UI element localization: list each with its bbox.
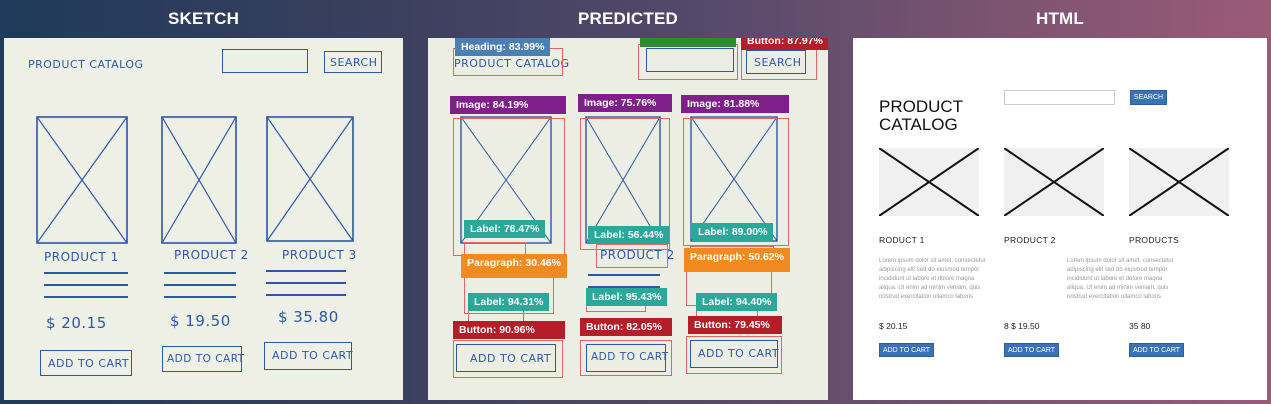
product-price: 8 $ 19.50	[1004, 321, 1040, 331]
detection-box	[686, 336, 782, 374]
pred-sketch-line	[588, 286, 660, 288]
detection-box	[580, 340, 672, 376]
sketch-search-button	[324, 51, 382, 73]
sketch-add-to-cart-button	[40, 350, 132, 376]
pred-sketch-search-button	[746, 50, 806, 74]
sketch-product-price: $ 35.80	[278, 308, 339, 326]
sketch-text-line	[44, 284, 128, 286]
sketch-image-placeholder	[161, 116, 237, 244]
product-image-placeholder	[1129, 148, 1229, 216]
product-description: Lorem ipsum dolor sit amet, consectetur …	[1067, 258, 1174, 300]
label-tag: Label: 76.47%	[464, 220, 546, 238]
input-tag	[640, 38, 736, 47]
sketch-product-name: PRODUCT 1	[44, 250, 119, 264]
sketch-add-to-cart-label: ADD TO CART	[167, 353, 245, 365]
detection-box	[638, 44, 738, 80]
sketch-product-price: $ 20.15	[46, 314, 107, 332]
html-output-panel: PRODUCT CATALOG SEARCH RODUCT 1 $ 20.15 …	[853, 38, 1267, 400]
sketch-text-line	[44, 296, 128, 298]
sketch-add-to-cart-button	[264, 342, 352, 370]
pred-sketch-search-label: SEARCH	[754, 56, 802, 69]
predicted-column-header: PREDICTED	[577, 9, 679, 28]
sketch-image-placeholder	[36, 116, 128, 244]
pred-sketch-search-input	[646, 48, 734, 72]
add-to-cart-button[interactable]: ADD TO CART	[1129, 343, 1184, 357]
sketch-product-name: PRODUCT 2	[174, 248, 249, 262]
add-to-cart-button[interactable]: ADD TO CART	[1004, 343, 1059, 357]
pred-sketch-button-label: ADD TO CART	[591, 351, 669, 363]
product-description: Lorem ipsum dolor sit amet, consectetur …	[879, 258, 986, 300]
image-tag: Image: 84.19%	[450, 96, 566, 114]
paragraph-tag: Paragraph: 50.62%	[684, 248, 790, 272]
detection-box	[683, 118, 789, 246]
add-to-cart-button[interactable]: ADD TO CART	[879, 343, 934, 357]
pred-sketch-title: PRODUCT CATALOG	[454, 57, 570, 70]
sketch-add-to-cart-label: ADD TO CART	[272, 349, 354, 362]
page-title: PRODUCT CATALOG	[879, 97, 963, 134]
pred-sketch-button-label: ADD TO CART	[470, 352, 552, 365]
product-price: $ 20.15	[879, 321, 908, 331]
detection-box	[453, 340, 563, 378]
sketch-image-placeholder	[266, 116, 354, 242]
product-image-placeholder	[879, 148, 979, 216]
product-image-placeholder	[1004, 148, 1104, 216]
button-tag: Button: 90.96%	[453, 321, 565, 339]
price-label-tag: Label: 95.43%	[586, 288, 668, 306]
search-button[interactable]: SEARCH	[1130, 90, 1167, 105]
sketch-search-input	[222, 49, 308, 73]
sketch-text-line	[266, 294, 346, 296]
pred-sketch-image	[690, 116, 778, 242]
product-name: PRODUCTS	[1129, 235, 1180, 245]
sketch-panel: PRODUCT CATALOG SEARCH PRODUCT 1 $ 20.15…	[4, 38, 403, 400]
detection-box	[580, 118, 670, 250]
sketch-text-line	[266, 282, 346, 284]
product-price: 35 80	[1129, 321, 1151, 331]
sketch-add-to-cart-label: ADD TO CART	[48, 357, 130, 370]
sketch-text-line	[164, 284, 236, 286]
button-tag: Button: 82.05%	[580, 318, 672, 336]
sketch-search-label: SEARCH	[330, 56, 378, 69]
button-tag-top: Button: 87.97%	[741, 38, 828, 50]
sketch-product-price: $ 19.50	[170, 312, 231, 330]
product-name: PRODUCT 2	[1004, 235, 1056, 245]
heading-tag: Heading: 83.99%	[455, 38, 551, 56]
pred-sketch-line	[588, 274, 660, 276]
sketch-text-line	[164, 272, 236, 274]
image-tag: Image: 81.88%	[681, 95, 789, 113]
sketch-product-name: PRODUCT 3	[282, 248, 357, 262]
paragraph-tag: Paragraph: 30.46%	[461, 254, 567, 278]
sketch-title: PRODUCT CATALOG	[28, 58, 144, 71]
sketch-add-to-cart-button	[162, 346, 242, 372]
price-label-tag: Label: 94.40%	[696, 293, 778, 311]
search-input[interactable]	[1004, 90, 1115, 105]
sketch-column-header: SKETCH	[167, 9, 240, 28]
predicted-panel: PRODUCT CATALOG SEARCH PRODUCT 2 ADD TO …	[428, 38, 828, 400]
label-tag: Label: 56.44%	[588, 226, 670, 244]
product-name: RODUCT 1	[879, 235, 925, 245]
pred-sketch-button-label: ADD TO CART	[698, 347, 780, 360]
sketch-text-line	[164, 296, 236, 298]
sketch-text-line	[44, 272, 128, 274]
html-column-header: HTML	[1035, 9, 1084, 28]
image-tag: Image: 75.76%	[578, 94, 672, 112]
pred-sketch-button	[456, 344, 556, 372]
pred-sketch-button	[690, 340, 778, 368]
pred-sketch-button	[586, 344, 666, 372]
button-tag: Button: 79.45%	[688, 316, 782, 334]
price-label-tag: Label: 94.31%	[468, 293, 550, 311]
detection-box	[596, 244, 668, 268]
label-tag: Label: 89.00%	[692, 223, 774, 241]
sketch-text-line	[266, 270, 346, 272]
pred-sketch-product-name: PRODUCT 2	[600, 248, 675, 262]
